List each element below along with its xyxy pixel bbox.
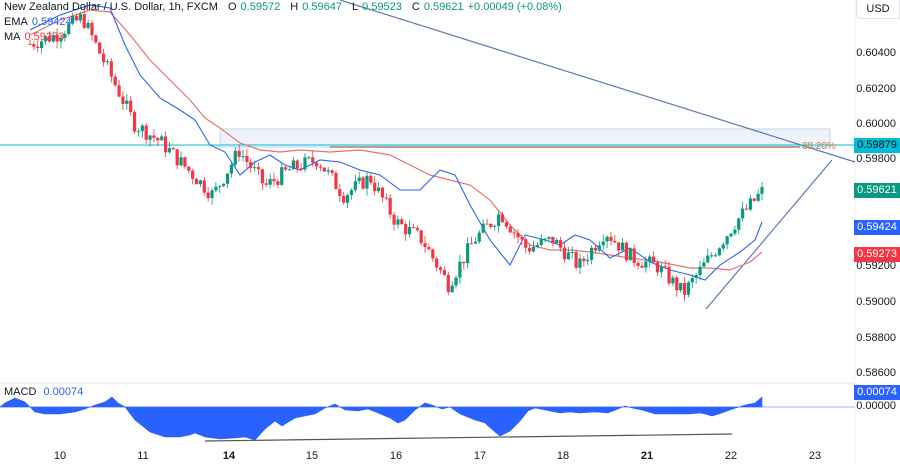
open-value: 0.59572 xyxy=(240,1,281,13)
price-tick: 0.60400 xyxy=(856,47,896,59)
fib-price-badge: 0.59879 xyxy=(854,138,900,153)
ma-row[interactable]: MA 0.59273 xyxy=(4,30,562,45)
close-key: C xyxy=(411,1,420,13)
ema-row[interactable]: EMA 0.59424 xyxy=(4,15,562,30)
high-value: 0.59647 xyxy=(302,1,343,13)
price-tick: 0.58600 xyxy=(856,367,896,379)
ascending-trendline[interactable] xyxy=(705,159,833,310)
date-label: 14 xyxy=(222,450,236,462)
ema-price-badge: 0.59424 xyxy=(854,220,900,235)
symbol-row: New Zealand Dollar / U.S. Dollar, 1h, FX… xyxy=(4,0,562,15)
date-label: 15 xyxy=(305,450,319,462)
descending-trendline[interactable] xyxy=(339,0,856,163)
price-tick: 0.58800 xyxy=(856,332,896,344)
macd-histogram xyxy=(0,396,763,441)
price-tick: 0.59200 xyxy=(856,260,896,272)
change-value: +0.00049 (+0.08%) xyxy=(467,1,562,13)
close-value: 0.59621 xyxy=(423,1,464,13)
price-tick: 0.59000 xyxy=(856,296,896,308)
last-price-badge: 0.59621 xyxy=(854,183,900,198)
low-value: 0.59523 xyxy=(362,1,402,13)
date-label: 21 xyxy=(640,450,654,462)
macd-zero-tick: 0.00000 xyxy=(856,400,896,412)
high-key: H xyxy=(290,1,299,13)
ma-line xyxy=(29,9,763,271)
macd-legend[interactable]: MACD 0.00074 xyxy=(4,386,83,398)
ma-label: MA xyxy=(4,31,21,43)
price-tick: 0.60000 xyxy=(856,118,896,130)
low-key: L xyxy=(352,1,359,13)
price-tick: 0.60200 xyxy=(856,83,896,95)
fib-382-label: 38.20% xyxy=(802,141,836,152)
price-tick: 0.59800 xyxy=(856,153,896,165)
ema-label: EMA xyxy=(4,16,28,28)
date-label: 10 xyxy=(53,450,67,462)
ema-value: 0.59424 xyxy=(31,16,72,28)
date-label: 17 xyxy=(473,450,487,462)
candlestick-series[interactable] xyxy=(28,7,764,302)
open-key: O xyxy=(227,1,237,13)
date-label: 18 xyxy=(556,450,570,462)
ma-value: 0.59273 xyxy=(24,31,65,43)
date-label: 16 xyxy=(389,450,403,462)
ma-price-badge: 0.59273 xyxy=(854,247,900,262)
date-label: 11 xyxy=(137,450,149,462)
currency-button[interactable]: USD xyxy=(856,0,900,19)
chart-legend: New Zealand Dollar / U.S. Dollar, 1h, FX… xyxy=(4,0,562,45)
date-label: 22 xyxy=(724,450,738,462)
macd-label: MACD xyxy=(4,386,37,398)
supply-zone[interactable] xyxy=(219,128,831,148)
macd-value: 0.00074 xyxy=(43,386,84,398)
ema-line xyxy=(29,4,763,281)
macd-divergence-line[interactable] xyxy=(204,433,733,442)
macd-value-badge: 0.00074 xyxy=(854,385,900,400)
date-label: 23 xyxy=(808,450,822,462)
symbol-title[interactable]: New Zealand Dollar / U.S. Dollar, 1h, FX… xyxy=(4,1,218,13)
